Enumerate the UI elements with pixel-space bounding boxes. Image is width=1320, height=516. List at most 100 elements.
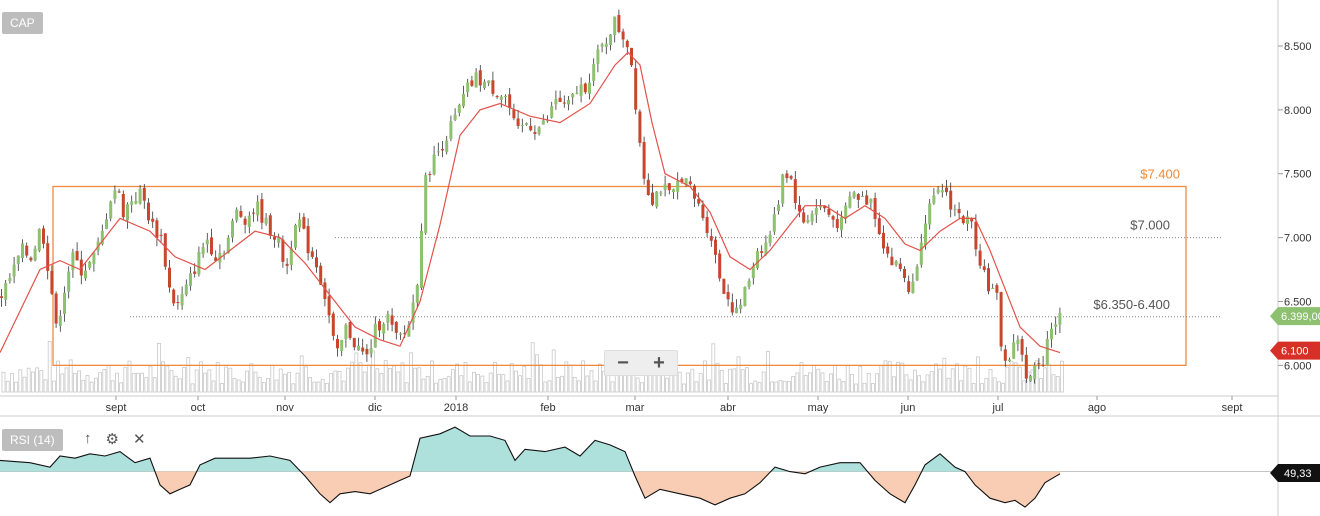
- candle-body: [1033, 365, 1037, 379]
- candle-body: [37, 228, 41, 251]
- volume-bar: [106, 365, 111, 393]
- candle-body: [298, 219, 302, 228]
- volume-bar: [942, 357, 947, 393]
- volume-bar: [396, 371, 401, 393]
- ma-price-tag-text: 6.100: [1281, 346, 1309, 358]
- volume-bar: [240, 381, 245, 393]
- volume-bar: [211, 380, 216, 393]
- volume-bar: [610, 381, 615, 393]
- volume-bar: [182, 367, 187, 393]
- candle-body: [256, 201, 260, 216]
- candle-body: [646, 179, 650, 196]
- candle-body: [739, 304, 743, 309]
- volume-bar: [341, 380, 346, 393]
- candle-body: [386, 313, 390, 323]
- candle-body: [638, 111, 642, 143]
- volume-bar: [190, 383, 195, 393]
- rsi-area-above: [0, 427, 965, 472]
- volume-bar: [917, 375, 921, 393]
- candle-body: [462, 93, 465, 107]
- volume-bar: [955, 363, 959, 393]
- candle-body: [978, 250, 982, 266]
- volume-bar: [635, 377, 640, 393]
- volume-bar: [749, 383, 753, 393]
- close-icon[interactable]: ✕: [132, 431, 146, 448]
- candle-body: [961, 216, 965, 224]
- candle-body: [147, 202, 150, 221]
- candle-body: [1037, 363, 1041, 365]
- candle-body: [142, 187, 146, 201]
- candle-body: [751, 266, 755, 279]
- candle-body: [873, 198, 877, 219]
- volume-bar: [123, 367, 128, 393]
- volume-bar: [530, 342, 535, 393]
- time-tick-label: mar: [626, 402, 645, 414]
- time-tick-label: ago: [1088, 402, 1106, 414]
- candle-body: [777, 204, 780, 212]
- volume-bar: [165, 365, 170, 393]
- candle-body: [394, 321, 398, 333]
- candle-body: [583, 83, 587, 93]
- candle-body: [445, 140, 449, 153]
- candle-body: [12, 264, 16, 277]
- volume-bar: [640, 382, 644, 393]
- candle-body: [680, 178, 684, 183]
- candle-body: [231, 220, 234, 238]
- candle-body: [491, 80, 495, 94]
- volume-bar: [119, 382, 123, 393]
- candle-body: [138, 188, 142, 204]
- volume-bar: [324, 382, 329, 393]
- arrow-up-icon[interactable]: ↑: [84, 430, 92, 447]
- volume-bar: [1018, 366, 1022, 393]
- volume-bar: [400, 362, 405, 393]
- zoom-in-button[interactable]: +: [653, 352, 665, 374]
- candle-body: [600, 44, 604, 47]
- volume-bar: [270, 364, 275, 393]
- candle-body: [344, 324, 348, 340]
- candle-body: [819, 206, 822, 208]
- zoom-out-button[interactable]: −: [617, 352, 629, 374]
- volume-bar: [568, 364, 573, 393]
- volume-bar: [480, 375, 485, 393]
- candle-body: [201, 247, 205, 255]
- volume-bar: [392, 365, 397, 393]
- candle-body: [890, 256, 894, 266]
- candle-body: [772, 214, 776, 232]
- volume-bar: [577, 380, 581, 393]
- volume-bar: [442, 378, 447, 393]
- candle-body: [365, 348, 369, 355]
- volume-bar: [564, 361, 569, 393]
- candle-body: [642, 142, 646, 179]
- ma-price-tag-bg: [1270, 341, 1320, 360]
- candle-body: [940, 190, 944, 193]
- candle-body: [420, 230, 423, 288]
- volume-bar: [257, 376, 262, 393]
- candle-body: [361, 347, 365, 352]
- volume-bar: [992, 377, 997, 393]
- candle-body: [869, 198, 873, 203]
- volume-bar: [913, 369, 917, 393]
- candle-body: [722, 278, 726, 294]
- range-box: [52, 185, 1187, 366]
- candle-body: [537, 127, 541, 134]
- candle-body: [390, 315, 394, 325]
- volume-bar: [467, 381, 472, 393]
- volume-bar: [627, 373, 632, 393]
- volume-bar: [219, 383, 224, 393]
- volume-bar: [757, 382, 762, 393]
- candle-body: [903, 268, 906, 278]
- volume-bar: [908, 379, 913, 393]
- candle-body: [197, 252, 201, 275]
- volume-bar: [421, 378, 426, 393]
- candle-body: [512, 109, 516, 119]
- candle-body: [911, 281, 915, 294]
- gear-icon[interactable]: ⚙: [105, 431, 119, 448]
- candle-body: [886, 246, 890, 254]
- candle-body: [781, 174, 785, 204]
- volume-bar: [85, 375, 90, 393]
- candle-body: [71, 252, 75, 271]
- candle-body: [865, 195, 869, 205]
- volume-bar: [224, 366, 229, 393]
- candle-body: [928, 203, 932, 225]
- candles: [0, 9, 1062, 384]
